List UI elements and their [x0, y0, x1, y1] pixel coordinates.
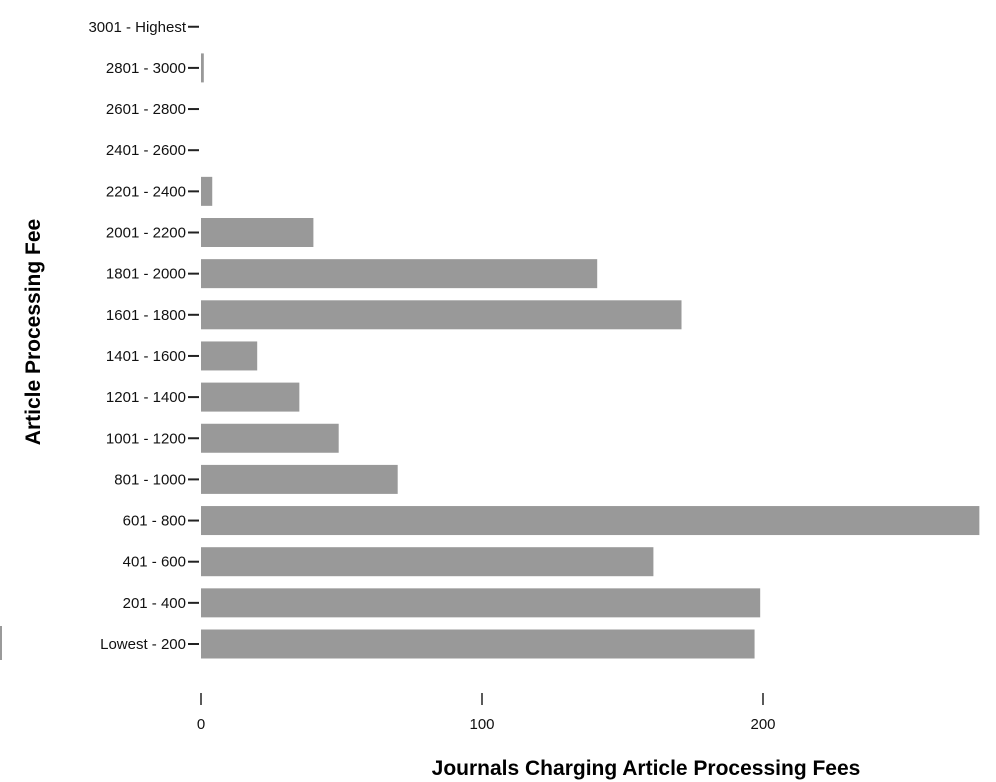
bar — [201, 176, 213, 206]
bar — [201, 464, 398, 494]
bar — [201, 382, 300, 412]
bar — [201, 506, 980, 536]
left-edge-mark — [0, 626, 2, 660]
x-tick-label: 0 — [197, 716, 205, 733]
y-tick-label: Lowest - 200 — [100, 636, 186, 653]
y-tick-label: 2801 - 3000 — [106, 60, 186, 77]
bar — [201, 300, 682, 330]
x-tick-label: 100 — [469, 716, 494, 733]
y-tick-label: 2001 - 2200 — [106, 225, 186, 242]
y-tick-label: 1601 - 1800 — [106, 307, 186, 324]
bar — [201, 259, 598, 289]
y-tick-label: 1801 - 2000 — [106, 266, 186, 283]
bar — [201, 547, 654, 577]
bar — [201, 629, 755, 659]
y-tick-label: 401 - 600 — [123, 554, 186, 571]
y-tick-label: 1401 - 1600 — [106, 348, 186, 365]
y-tick-label: 201 - 400 — [123, 595, 186, 612]
y-axis-title: Article Processing Fee — [22, 219, 45, 445]
bar — [201, 53, 204, 83]
bar — [201, 341, 258, 371]
bar — [201, 588, 761, 618]
y-tick-label: 1001 - 1200 — [106, 430, 186, 447]
x-axis-ticks: 0 100 200 — [197, 693, 776, 733]
x-axis-title: Journals Charging Article Processing Fee… — [432, 757, 861, 780]
bars — [201, 53, 980, 659]
y-tick-label: 601 - 800 — [123, 513, 186, 530]
y-tick-label: 2601 - 2800 — [106, 101, 186, 118]
y-tick-label: 2201 - 2400 — [106, 183, 186, 200]
y-tick-label: 3001 - Highest — [88, 19, 186, 36]
bar — [201, 218, 314, 247]
y-axis-ticks: Lowest - 200 201 - 400 401 - 600 601 - 800 8… — [88, 19, 199, 653]
y-tick-label: 1201 - 1400 — [106, 389, 186, 406]
bar — [201, 423, 339, 453]
y-tick-label: 2401 - 2600 — [106, 142, 186, 159]
y-tick-label: 801 - 1000 — [114, 471, 186, 488]
x-tick-label: 200 — [750, 716, 775, 733]
